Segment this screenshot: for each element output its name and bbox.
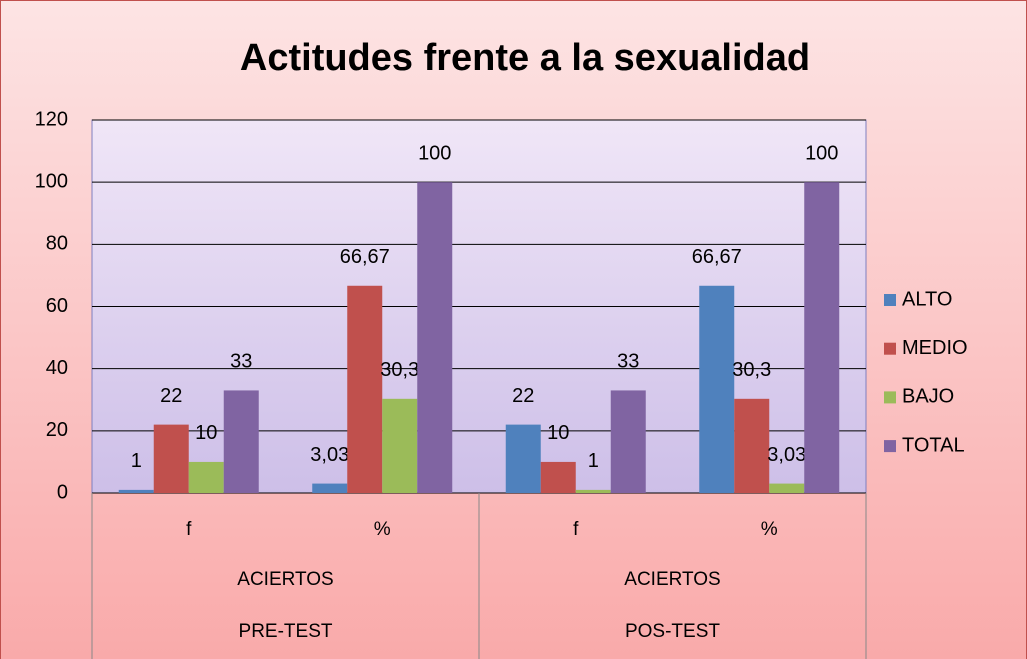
- bar: [505, 424, 541, 493]
- bar: [312, 483, 348, 493]
- data-label: 3,03: [310, 444, 349, 466]
- x-tick-label: %: [374, 519, 391, 540]
- bar: [769, 483, 805, 493]
- data-label: 30,3: [732, 359, 771, 381]
- legend-label: BAJO: [902, 386, 954, 408]
- y-tick-label: 100: [35, 170, 68, 192]
- y-tick-label: 80: [46, 233, 68, 255]
- legend-swatch: [884, 440, 896, 453]
- data-label: 33: [230, 351, 252, 373]
- y-tick-label: 60: [46, 295, 68, 317]
- legend-label: ALTO: [902, 288, 952, 310]
- category-group-label: PRE-TEST: [239, 621, 333, 642]
- bar: [734, 398, 770, 493]
- x-tick-label: %: [761, 519, 778, 540]
- data-label: 33: [617, 351, 639, 373]
- bar: [223, 390, 259, 493]
- legend-swatch: [884, 342, 896, 355]
- y-tick-label: 120: [35, 108, 68, 130]
- bar: [417, 182, 453, 493]
- bar: [347, 285, 383, 493]
- x-tick-label: f: [573, 519, 579, 540]
- data-label: 66,67: [692, 246, 742, 268]
- legend-label: MEDIO: [902, 337, 968, 359]
- y-tick-label: 40: [46, 357, 68, 379]
- bar: [540, 461, 576, 493]
- data-label: 22: [160, 385, 182, 407]
- data-label: 100: [418, 142, 451, 164]
- data-label: 30,3: [380, 359, 419, 381]
- x-tick-label: f: [186, 519, 192, 540]
- bar: [118, 489, 154, 493]
- data-label: 10: [547, 422, 569, 444]
- data-label: 1: [131, 450, 142, 472]
- data-label: 3,03: [767, 444, 806, 466]
- bar: [188, 461, 224, 493]
- chart-title: Actitudes frente a la sexualidad: [240, 37, 810, 79]
- legend-swatch: [884, 391, 896, 404]
- data-label: 100: [805, 142, 838, 164]
- bar: [804, 182, 840, 493]
- bar: [699, 285, 735, 493]
- category-group-label: ACIERTOS: [624, 569, 720, 590]
- category-group-label: POS-TEST: [625, 621, 720, 642]
- data-label: 66,67: [340, 246, 390, 268]
- bar: [382, 398, 418, 493]
- bar: [575, 489, 611, 493]
- y-tick-label: 0: [57, 481, 68, 503]
- legend-label: TOTAL: [902, 434, 965, 456]
- legend-swatch: [884, 294, 896, 306]
- bar: [153, 424, 189, 493]
- data-label: 22: [512, 385, 534, 407]
- bar: [610, 390, 646, 493]
- category-group-label: ACIERTOS: [237, 569, 333, 590]
- y-tick-label: 20: [46, 419, 68, 441]
- data-label: 1: [588, 450, 599, 472]
- data-label: 10: [195, 422, 217, 444]
